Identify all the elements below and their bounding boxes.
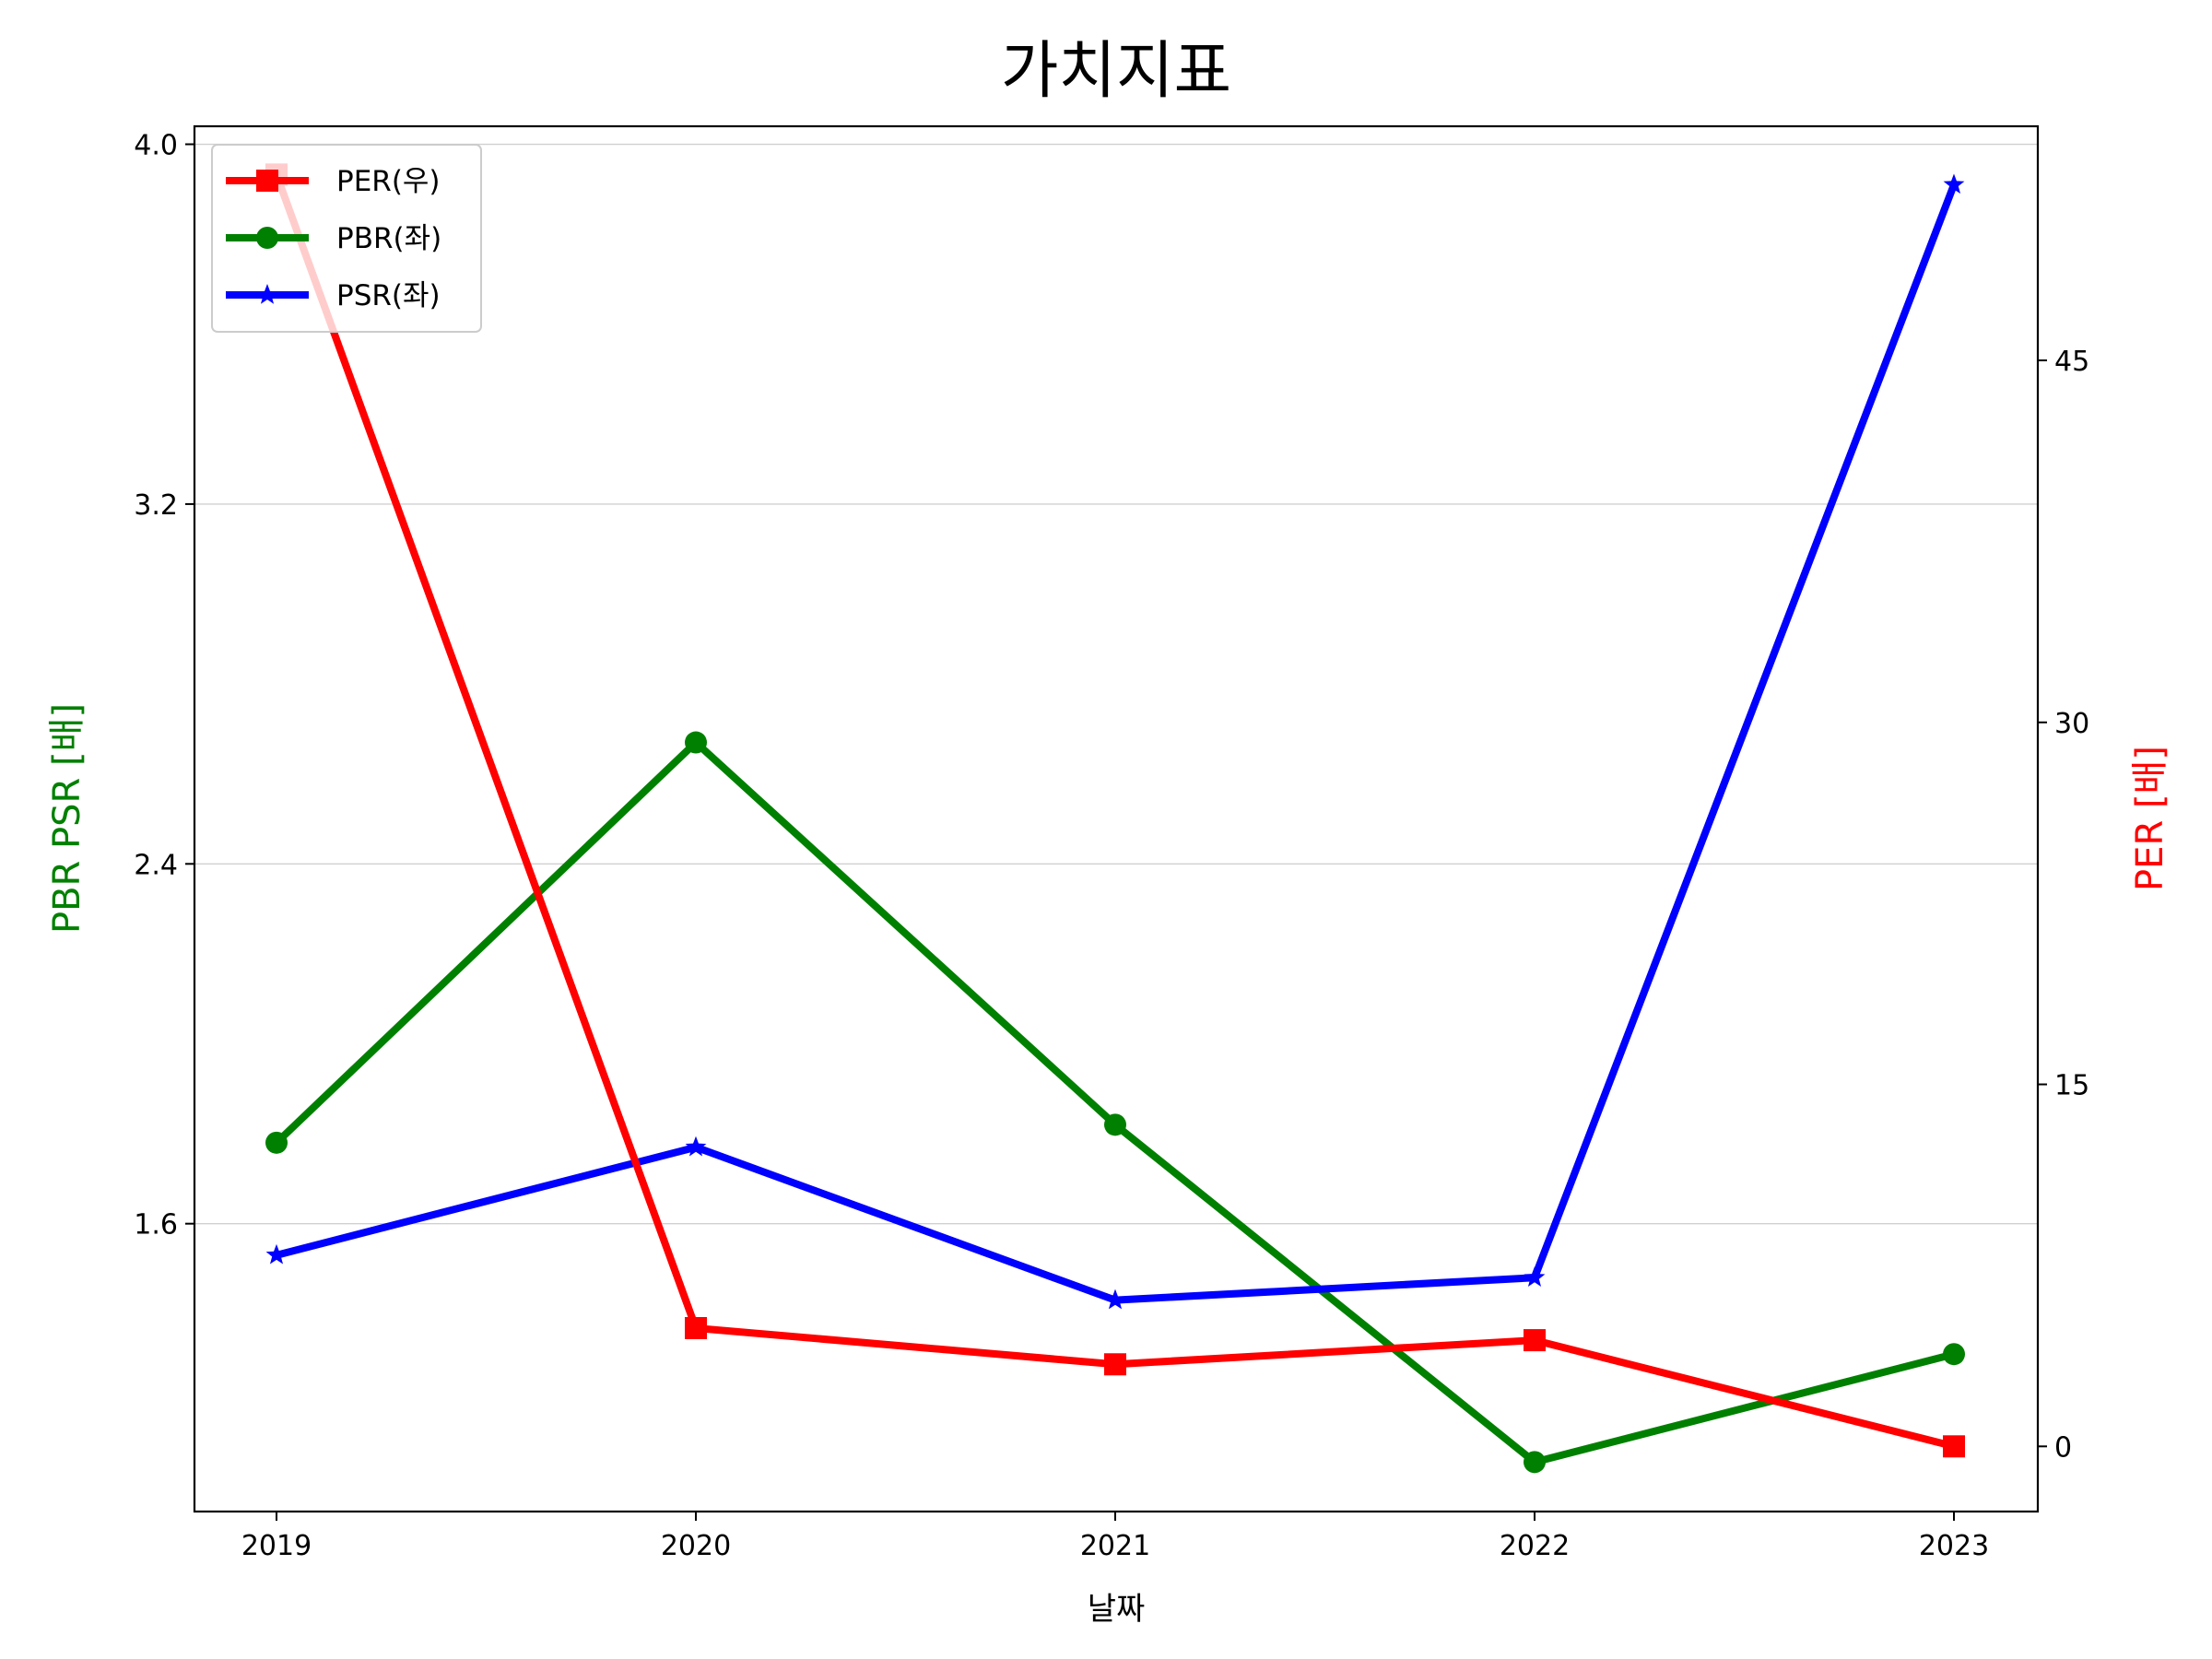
chart-title: 가치지표 [1001,35,1231,108]
legend-item: PBR(좌) [226,222,441,255]
x-tick-label: 2023 [1919,1530,1989,1562]
y-right-tick-label: 30 [2054,708,2089,740]
data-point [1524,1329,1546,1352]
y-left-tick-label: 4.0 [134,130,178,162]
y-right-tick-label: 15 [2054,1070,2089,1102]
y-right-tick-label: 0 [2054,1431,2072,1464]
y-left-tick-label: 2.4 [134,849,178,881]
x-axis-label: 날짜 [1088,1591,1146,1628]
data-point [1104,1353,1126,1376]
y-axis-left: 1.6 2.4 3.2 4.0 [134,130,194,1241]
data-point [1524,1451,1546,1474]
legend-label: PBR(좌) [336,222,441,255]
series-PBR(좌) [265,731,1965,1474]
x-tick-label: 2020 [661,1530,731,1562]
legend-label: PER(우) [336,165,441,198]
legend-swatch-marker [256,284,278,304]
x-tick-label: 2021 [1080,1530,1150,1562]
legend-swatch-marker [256,170,278,192]
legend-frame [211,144,482,333]
y-axis-left-label: PBR PSR [배] [46,703,88,934]
data-point [265,1131,288,1154]
data-point [685,1316,707,1339]
legend-swatch-marker [256,227,278,249]
y-axis-right: 0 15 30 45 [2038,346,2089,1464]
grid [194,143,2038,1225]
x-tick-label: 2022 [1500,1530,1570,1562]
legend: PER(우) PBR(좌) PSR(좌) [211,144,482,333]
data-point [685,731,707,754]
data-point [1943,173,1965,194]
legend-item: PSR(좌) [226,279,441,312]
y-left-tick-label: 1.6 [134,1209,178,1241]
data-point [685,1135,707,1157]
y-right-tick-label: 45 [2054,346,2089,378]
data-point [1524,1266,1546,1287]
legend-label: PSR(좌) [336,279,441,312]
data-point [1943,1343,1965,1366]
data-point [265,1243,288,1265]
x-tick-label: 2019 [241,1530,312,1562]
data-point [1104,1113,1126,1136]
series-PSR(좌) [265,173,1965,1310]
y-axis-right-label: PER [배] [2129,746,2171,891]
data-point [1943,1435,1965,1458]
legend-item: PER(우) [226,165,441,198]
data-point [1104,1288,1126,1310]
y-left-tick-label: 3.2 [134,489,178,522]
x-axis: 2019 2020 2021 2022 2023 [241,1512,1989,1562]
